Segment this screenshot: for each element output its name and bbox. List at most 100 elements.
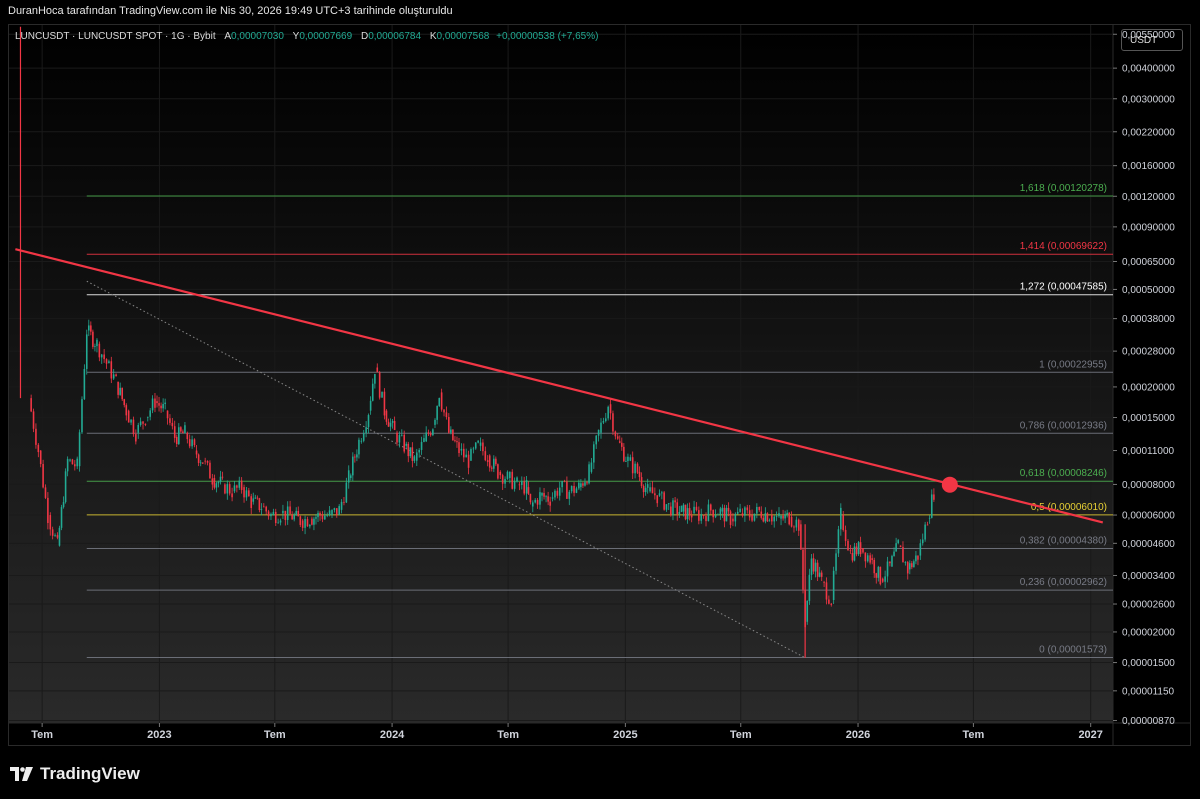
candle-body xyxy=(371,383,374,401)
candle-body xyxy=(71,459,74,465)
candle-body xyxy=(409,447,412,457)
candle-body xyxy=(810,558,813,575)
candle-body xyxy=(178,427,180,445)
candle-body xyxy=(509,471,511,478)
candle-body xyxy=(680,505,683,512)
candle-body xyxy=(928,517,931,519)
candle-body xyxy=(651,487,654,494)
candle-body xyxy=(719,508,722,515)
candle-body xyxy=(66,458,69,472)
candle-body xyxy=(260,509,263,511)
candle-body xyxy=(209,462,211,479)
candle-body xyxy=(911,563,913,568)
open-value: 0,00007030 xyxy=(231,31,284,42)
candle-body xyxy=(123,399,126,406)
candle-body xyxy=(795,519,798,528)
candle-body xyxy=(714,515,717,518)
candle-body xyxy=(265,506,267,512)
candle-body xyxy=(456,441,458,443)
candle-body xyxy=(627,456,629,462)
candle-body xyxy=(721,507,724,512)
candle-body xyxy=(211,478,214,485)
candle-body xyxy=(376,367,379,373)
candle-body xyxy=(816,562,819,577)
candle-body xyxy=(158,403,160,406)
candle-body xyxy=(217,481,220,484)
candle-body xyxy=(272,511,275,516)
x-tick-label: Tem xyxy=(264,729,286,741)
candle-body xyxy=(902,546,904,563)
candle-body xyxy=(672,500,674,516)
candle-body xyxy=(472,448,475,450)
symbol-title[interactable]: LUNCUSDT · LUNCUSDT SPOT · 1G · Bybit xyxy=(15,31,216,42)
candle-body xyxy=(501,475,504,484)
price-chart[interactable]: 0,00550000 0,00400000 0,00300000 0,00220000… xyxy=(9,25,1191,746)
y-tick-label: 0,00065000 xyxy=(1122,257,1175,268)
candle-body xyxy=(243,487,245,498)
candle-body xyxy=(853,546,856,561)
candle-body xyxy=(295,510,298,516)
candle-body xyxy=(132,419,135,435)
candle-body xyxy=(49,515,52,530)
candle-body xyxy=(695,506,698,511)
high-label: Y xyxy=(292,31,300,42)
candle-body xyxy=(284,510,287,520)
candle-body xyxy=(270,513,272,517)
candle-body xyxy=(818,572,821,577)
candle-body xyxy=(616,436,619,439)
fib-level-label: 0,618 (0,00008246) xyxy=(1020,468,1107,479)
candle-body xyxy=(39,450,42,465)
candle-body xyxy=(753,513,756,521)
chart-panel[interactable]: 0,00550000 0,00400000 0,00300000 0,00220000… xyxy=(8,24,1191,746)
candle-body xyxy=(387,421,390,427)
candle-body xyxy=(58,527,61,546)
candle-body xyxy=(151,398,154,411)
candle-body xyxy=(117,381,119,395)
candle-body xyxy=(800,524,802,550)
candle-body xyxy=(333,508,336,510)
currency-unit-button[interactable]: USDT xyxy=(1121,29,1183,51)
candle-body xyxy=(547,496,549,502)
candle-body xyxy=(663,492,665,510)
y-tick-label: 0,00000870 xyxy=(1122,716,1175,727)
candle-body xyxy=(709,504,712,511)
candle-body xyxy=(862,548,864,553)
candle-body xyxy=(784,514,786,519)
candle-body xyxy=(142,421,144,424)
candle-body xyxy=(578,482,580,489)
candle-body xyxy=(851,552,854,561)
candle-body xyxy=(317,512,319,518)
candle-body xyxy=(832,570,835,601)
descending-trendline[interactable] xyxy=(15,248,1104,524)
candle-body xyxy=(717,514,719,516)
candle-body xyxy=(649,487,651,492)
candle-body xyxy=(191,439,193,447)
candle-body xyxy=(855,546,858,555)
candle-body xyxy=(90,325,92,332)
y-tick-label: 0,00090000 xyxy=(1122,222,1175,233)
candle-body xyxy=(289,506,291,514)
tradingview-logo[interactable]: TradingView xyxy=(10,764,140,784)
candle-body xyxy=(766,513,769,522)
candle-body xyxy=(92,331,94,347)
candle-body xyxy=(688,508,691,516)
candle-body xyxy=(830,603,833,605)
candle-body xyxy=(844,529,847,541)
candle-body xyxy=(786,512,788,515)
y-tick-label: 0,00028000 xyxy=(1122,347,1175,358)
candle-body xyxy=(493,458,495,469)
candle-body xyxy=(573,485,575,493)
candle-body xyxy=(171,422,174,427)
candle-body xyxy=(913,561,915,568)
candle-body xyxy=(748,510,751,518)
candle-body xyxy=(215,483,218,488)
y-tick-label: 0,00015000 xyxy=(1122,413,1175,424)
candle-body xyxy=(814,562,817,572)
y-tick-label: 0,00004600 xyxy=(1122,539,1175,550)
candle-body xyxy=(425,432,427,442)
y-tick-label: 0,00220000 xyxy=(1122,127,1175,138)
candle-body xyxy=(563,481,566,482)
candle-body xyxy=(238,480,241,488)
x-tick-label: 2023 xyxy=(147,729,171,741)
close-label: K xyxy=(429,31,437,42)
